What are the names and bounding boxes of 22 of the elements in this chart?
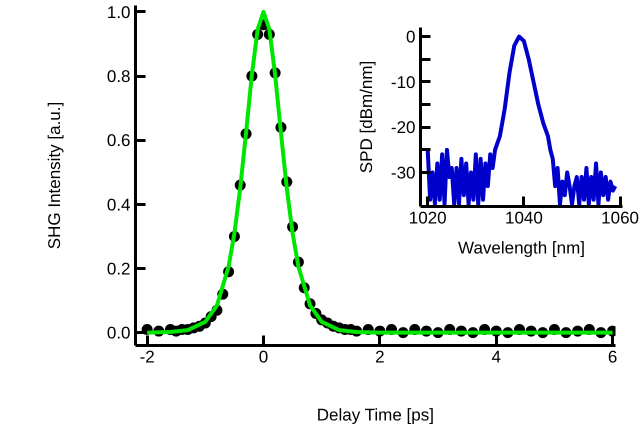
y-tick-label: 1.0: [106, 2, 131, 22]
x-tick-label: 0: [258, 348, 268, 366]
x-tick-label: 1040: [504, 208, 543, 228]
x-axis-title: Wavelength [nm]: [458, 238, 585, 258]
y-axis-title: SPD [dBm/nm]: [356, 60, 376, 174]
y-tick-label: 0.4: [106, 195, 131, 214]
x-tick-label: 2: [375, 348, 385, 366]
x-tick-label: 6: [608, 348, 618, 366]
y-tick-label: 0.6: [106, 131, 131, 150]
y-tick-label: 0: [406, 28, 416, 47]
y-tick-label: -30: [390, 164, 416, 183]
y-tick-label: 0.8: [106, 67, 131, 86]
y-axis-title: SHG Intensity [a.u.]: [44, 102, 64, 250]
x-tick-label: 1020: [408, 208, 447, 228]
y-tick-label: -10: [390, 72, 416, 92]
x-tick-label: 4: [492, 348, 501, 366]
x-axis-title: Delay Time [ps]: [316, 406, 434, 424]
y-tick-label: -20: [390, 118, 416, 138]
y-tick-label: 0.2: [106, 260, 131, 279]
x-tick-label: 1060: [601, 208, 640, 228]
y-tick-label: 0.0: [106, 324, 131, 343]
x-tick-label: -2: [140, 348, 155, 366]
